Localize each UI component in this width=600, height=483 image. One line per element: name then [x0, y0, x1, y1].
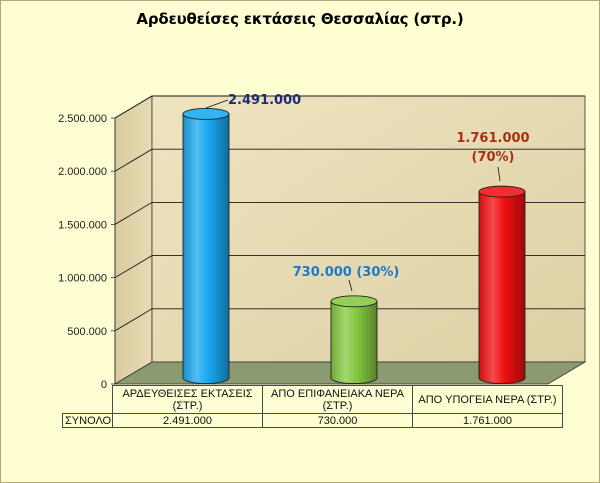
data-label-leader	[205, 99, 229, 109]
gridline	[114, 95, 585, 119]
data-label-leader	[348, 279, 353, 292]
bar	[330, 295, 378, 384]
table-row-label: ΣΥΝΟΛΟ	[62, 413, 113, 428]
data-label: 730.000 (30%)	[293, 265, 400, 280]
gridlines	[114, 95, 585, 332]
y-axis: 0 500.000 1.000.000 1.500.000 2.000.000 2.500…	[58, 113, 116, 391]
bars	[182, 108, 526, 384]
table-value-cell: 2.491.000	[112, 413, 263, 428]
y-tick-label: 2.000.000	[58, 166, 107, 178]
table-category-cell: ΑΡΔΕΥΘΕΙΣΕΣ ΕΚΤΑΣΕΙΣ (ΣΤΡ.)	[112, 385, 263, 414]
y-tick-label: 2.500.000	[58, 113, 107, 125]
table-value-cell: 1.761.000	[412, 413, 563, 428]
table-category-row: ΑΡΔΕΥΘΕΙΣΕΣ ΕΚΤΑΣΕΙΣ (ΣΤΡ.) ΑΠΟ ΕΠΙΦΑΝΕΙ…	[62, 385, 563, 414]
side-wall	[114, 95, 153, 385]
bar	[182, 108, 230, 384]
gridline	[114, 255, 585, 278]
y-tick-label: 1.500.000	[58, 219, 107, 231]
data-table: ΑΡΔΕΥΘΕΙΣΕΣ ΕΚΤΑΣΕΙΣ (ΣΤΡ.) ΑΠΟ ΕΠΙΦΑΝΕΙ…	[62, 385, 563, 428]
gridline	[114, 201, 585, 225]
table-category-cell: ΑΠΟ ΥΠΟΓΕΙΑ ΝΕΡΑ (ΣΤΡ.)	[412, 385, 563, 414]
data-label-leader	[497, 166, 501, 182]
bar	[478, 185, 526, 384]
data-labels: 2.491.000 730.000 (30%) 1.761.000 (70%)	[205, 93, 530, 292]
gridline	[114, 308, 585, 332]
data-label: 1.761.000 (70%)	[456, 131, 529, 165]
chart-title: Αρδευθείσες εκτάσεις Θεσσαλίας (στρ.)	[136, 10, 464, 28]
gridline	[114, 148, 585, 172]
table-row: ΣΥΝΟΛΟ 2.491.000 730.000 1.761.000	[62, 413, 563, 428]
y-tick-label: 1.000.000	[58, 273, 107, 285]
y-tick-label: 500.000	[67, 326, 107, 338]
y-tick-label: 0	[101, 379, 107, 391]
table-corner	[62, 385, 113, 414]
data-label: 2.491.000	[228, 93, 301, 108]
table-category-cell: ΑΠΟ ΕΠΙΦΑΝΕΙΑΚΑ ΝΕΡΑ (ΣΤΡ.)	[262, 385, 413, 414]
table-value-cell: 730.000	[262, 413, 413, 428]
